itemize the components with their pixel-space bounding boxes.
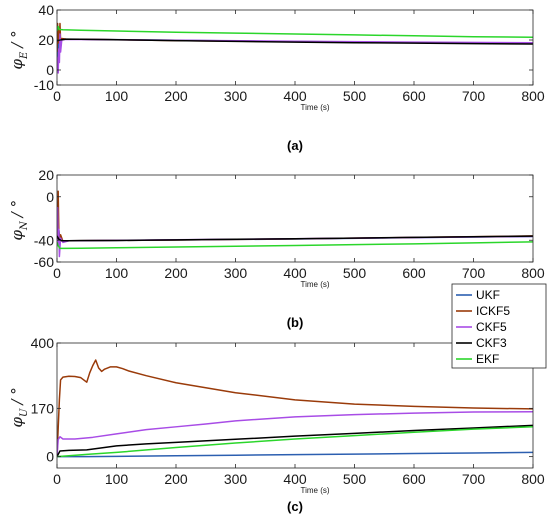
x-tick-label: 300 xyxy=(224,471,248,487)
plot-area xyxy=(57,175,533,262)
panel-b: 0 100 200 300 400 500 600 700 800 -60 -40 0 20 Time (… xyxy=(8,167,545,330)
x-tick-label: 800 xyxy=(521,88,545,104)
x-tick-label: 100 xyxy=(105,265,129,281)
x-tick-label: 0 xyxy=(53,471,61,487)
x-tick-label: 800 xyxy=(521,265,545,281)
x-tick-label: 600 xyxy=(402,471,426,487)
panel-label: (c) xyxy=(287,499,303,514)
y-axis-symbol: φ xyxy=(8,230,26,241)
series-line-ukf xyxy=(57,451,533,458)
legend-box xyxy=(451,283,547,369)
series-line-ckf3 xyxy=(57,38,533,45)
legend-label-ickf5: ICKF5 xyxy=(476,304,510,318)
series-line-ckf5 xyxy=(57,411,533,457)
y-tick-label: 20 xyxy=(38,167,54,183)
x-tick-label: 300 xyxy=(224,265,248,281)
y-tick-label: 0 xyxy=(46,62,54,78)
y-axis-symbol: φ xyxy=(8,417,26,428)
series-line-ckf3 xyxy=(57,235,533,242)
x-tick-label: 600 xyxy=(402,265,426,281)
y-tick-label: 40 xyxy=(38,2,54,18)
y-axis-unit: / ° xyxy=(8,200,26,219)
y-tick-label: 0 xyxy=(46,449,54,465)
x-tick-label: 100 xyxy=(105,471,129,487)
x-tick-label: 700 xyxy=(462,265,486,281)
x-axis-title: Time (s) xyxy=(300,486,329,495)
y-tick-label: -60 xyxy=(34,254,54,270)
x-tick-label: 300 xyxy=(224,88,248,104)
x-tick-label: 400 xyxy=(283,471,307,487)
series-line-ekf xyxy=(57,426,533,458)
series-line-ckf3 xyxy=(57,424,533,457)
x-tick-label: 200 xyxy=(164,471,188,487)
legend-label-ukf: UKF xyxy=(476,288,500,302)
y-tick-label: 0 xyxy=(46,189,54,205)
x-axis-title: Time (s) xyxy=(300,280,329,289)
series-line-ekf xyxy=(57,25,533,39)
y-axis-unit: / ° xyxy=(8,387,26,406)
series-group xyxy=(57,22,533,74)
series-line-ckf5 xyxy=(57,33,533,74)
y-tick-label: 400 xyxy=(31,335,55,351)
y-axis-title: φN/ ° xyxy=(8,200,30,241)
series-group xyxy=(57,190,533,258)
y-tick-label: 20 xyxy=(38,32,54,48)
series-group xyxy=(57,359,533,458)
plot-area xyxy=(57,10,533,85)
x-tick-label: 700 xyxy=(462,471,486,487)
x-tick-label: 100 xyxy=(105,88,129,104)
y-axis-subscript: E xyxy=(19,51,30,60)
y-tick-label: 170 xyxy=(31,400,55,416)
x-tick-label: 200 xyxy=(164,88,188,104)
series-line-ekf xyxy=(57,241,533,250)
y-axis-subscript: U xyxy=(19,408,30,417)
x-tick-label: 600 xyxy=(402,88,426,104)
legend-label-ekf: EKF xyxy=(476,352,499,366)
legend-label-ckf5: CKF5 xyxy=(476,320,507,334)
x-tick-label: 500 xyxy=(343,471,367,487)
y-tick-label: -10 xyxy=(34,77,54,93)
x-axis-title: Time (s) xyxy=(300,103,329,112)
legend-label-ckf3: CKF3 xyxy=(476,336,507,350)
x-tick-label: 200 xyxy=(164,265,188,281)
series-line-ickf5 xyxy=(57,359,533,457)
x-tick-label: 0 xyxy=(53,265,61,281)
x-tick-label: 0 xyxy=(53,88,61,104)
panel-a: 0 100 200 300 400 500 600 700 800 -100 20 40 Time (s… xyxy=(8,2,545,153)
y-axis-symbol: φ xyxy=(8,59,26,70)
y-axis-subscript: N xyxy=(19,220,30,231)
panel-label: (a) xyxy=(287,138,303,153)
y-axis-title: φE / ° xyxy=(8,30,30,69)
x-tick-label: 400 xyxy=(283,88,307,104)
x-tick-label: 700 xyxy=(462,88,486,104)
x-tick-label: 500 xyxy=(343,88,367,104)
legend: UKF ICKF5 CKF5 CKF3 EKF xyxy=(451,283,547,369)
x-tick-label: 800 xyxy=(521,471,545,487)
panel-label: (b) xyxy=(287,315,304,330)
x-tick-label: 400 xyxy=(283,265,307,281)
x-tick-label: 500 xyxy=(343,265,367,281)
y-axis-unit: / ° xyxy=(8,30,26,49)
y-axis-title: φU / ° xyxy=(8,387,30,427)
y-tick-label: -40 xyxy=(34,232,54,248)
